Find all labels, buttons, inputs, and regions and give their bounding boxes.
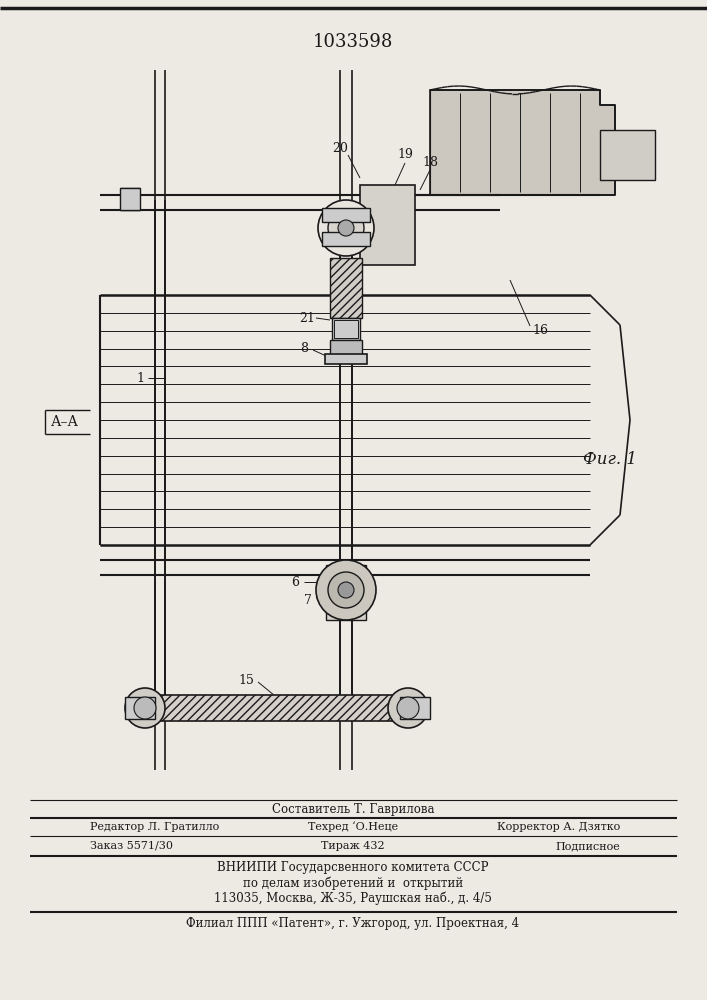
Circle shape bbox=[328, 572, 364, 608]
Text: 21: 21 bbox=[299, 312, 315, 324]
Text: Заказ 5571/30: Заказ 5571/30 bbox=[90, 841, 173, 851]
Circle shape bbox=[388, 688, 428, 728]
Text: Филиал ППП «Патент», г. Ужгород, ул. Проектная, 4: Филиал ППП «Патент», г. Ужгород, ул. Про… bbox=[187, 916, 520, 930]
Circle shape bbox=[328, 210, 364, 246]
Circle shape bbox=[318, 200, 374, 256]
Text: Составитель Т. Гаврилова: Составитель Т. Гаврилова bbox=[271, 802, 434, 816]
Text: Корректор А. Дзятко: Корректор А. Дзятко bbox=[497, 822, 620, 832]
Text: ВНИИПИ Государсвенного комитета СССР: ВНИИПИ Государсвенного комитета СССР bbox=[217, 861, 489, 874]
Circle shape bbox=[397, 697, 419, 719]
Bar bbox=[322, 208, 370, 222]
Text: 18: 18 bbox=[422, 155, 438, 168]
Bar bbox=[334, 320, 358, 338]
Text: 7: 7 bbox=[304, 593, 312, 606]
Text: 16: 16 bbox=[532, 324, 548, 336]
Text: Фиг. 1: Фиг. 1 bbox=[583, 452, 637, 468]
Text: 19: 19 bbox=[397, 148, 413, 161]
Text: 20: 20 bbox=[332, 141, 348, 154]
Text: А–А: А–А bbox=[51, 415, 79, 429]
Text: 1033598: 1033598 bbox=[312, 33, 393, 51]
Bar bbox=[322, 232, 370, 246]
Circle shape bbox=[125, 688, 165, 728]
Circle shape bbox=[338, 582, 354, 598]
Text: Техред ‘О.Неце: Техред ‘О.Неце bbox=[308, 822, 398, 832]
Text: 1: 1 bbox=[136, 371, 144, 384]
Bar bbox=[360, 185, 415, 265]
Text: 8: 8 bbox=[300, 342, 308, 355]
Circle shape bbox=[316, 560, 376, 620]
Text: 15: 15 bbox=[238, 674, 254, 686]
Bar bbox=[155, 695, 400, 721]
Bar bbox=[325, 354, 367, 364]
Text: Подписное: Подписное bbox=[555, 841, 620, 851]
Text: 6: 6 bbox=[291, 576, 299, 588]
Bar bbox=[330, 258, 362, 318]
Bar bbox=[125, 697, 155, 719]
Text: по делам изобретений и  открытий: по делам изобретений и открытий bbox=[243, 876, 463, 890]
Bar bbox=[330, 340, 362, 355]
Bar bbox=[120, 188, 140, 210]
Text: 113035, Москва, Ж-35, Раушская наб., д. 4/5: 113035, Москва, Ж-35, Раушская наб., д. … bbox=[214, 891, 492, 905]
Circle shape bbox=[338, 220, 354, 236]
Bar bbox=[600, 130, 655, 180]
Text: Редактор Л. Гратилло: Редактор Л. Гратилло bbox=[90, 822, 219, 832]
Bar bbox=[332, 318, 360, 340]
Circle shape bbox=[134, 697, 156, 719]
Text: Тираж 432: Тираж 432 bbox=[321, 841, 385, 851]
Bar bbox=[400, 697, 430, 719]
Bar bbox=[326, 565, 366, 620]
Polygon shape bbox=[430, 90, 615, 195]
